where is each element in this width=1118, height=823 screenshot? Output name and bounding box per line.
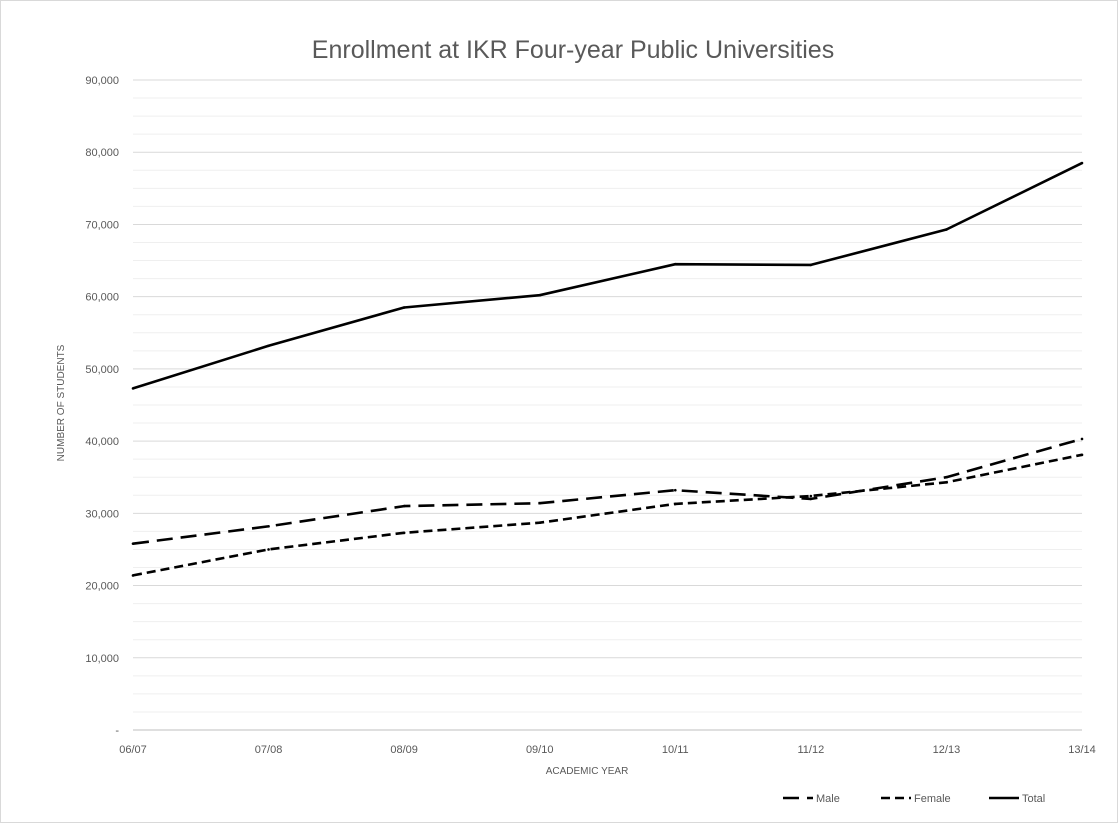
x-axis-title: ACADEMIC YEAR [546,766,629,777]
x-tick-label: 07/08 [255,744,283,756]
data-point-total [131,387,135,390]
y-axis-ticks: - 10,000 20,000 30,000 40,000 50,000 60,000 70,… [85,75,119,737]
data-point-female [1080,453,1084,457]
y-tick-label: 90,000 [85,75,119,87]
y-tick-label: 30,000 [85,508,119,520]
data-point-male [1080,437,1084,441]
data-point-total [267,344,270,348]
x-tick-label: 09/10 [526,744,554,756]
data-point-female [267,548,270,551]
data-point-female [945,480,948,484]
series-line-total [132,161,1083,390]
data-point-total [1080,161,1084,165]
y-tick-label: 20,000 [85,581,119,593]
y-tick-label: - [115,725,119,737]
data-point-male [809,497,813,501]
data-point-total [945,228,948,231]
data-point-male [945,475,948,479]
legend-label-male: Male [816,793,840,805]
data-point-total [673,262,677,266]
x-tick-label: 08/09 [390,744,418,756]
gridlines [133,79,1082,713]
x-tick-label: 10/11 [662,744,689,756]
series-line-female [132,453,1083,577]
data-point-male [131,542,135,545]
data-point-total [538,293,542,297]
series-male [131,437,1084,545]
data-point-female [673,502,677,506]
y-tick-label: 70,000 [85,219,119,231]
y-tick-label: 50,000 [85,364,119,376]
data-point-male [673,488,677,492]
y-tick-label: 80,000 [85,147,119,159]
data-point-male [538,501,542,505]
y-tick-label: 10,000 [85,653,119,665]
data-point-total [809,263,813,267]
x-tick-label: 11/12 [797,744,824,756]
x-tick-label: 13/14 [1068,744,1096,756]
series-total [131,161,1084,390]
data-point-female [809,494,813,498]
legend-item-female: Female [881,793,951,805]
data-point-male [402,504,406,508]
y-tick-label: 60,000 [85,292,119,304]
chart-title: Enrollment at IKR Four-year Public Unive… [312,36,834,64]
series-female [131,453,1084,577]
data-point-female [402,531,406,535]
data-point-male [267,525,270,528]
y-axis-title: NUMBER OF STUDENTS [56,344,67,461]
legend-item-male: Male [783,793,840,805]
data-point-female [131,574,135,577]
x-tick-label: 06/07 [119,744,147,756]
legend-label-female: Female [914,793,951,805]
data-point-female [538,521,542,525]
series-lines [131,161,1084,577]
series-line-male [132,437,1083,545]
legend-label-total: Total [1022,793,1045,805]
legend-item-total: Total [989,793,1045,805]
x-axis-ticks: 06/07 07/08 08/09 09/10 10/11 11/12 12/13 13/14 [119,744,1096,756]
data-point-total [402,306,406,309]
legend: Male Female Total [783,793,1045,805]
y-tick-label: 40,000 [85,436,119,448]
x-tick-label: 12/13 [933,744,961,756]
